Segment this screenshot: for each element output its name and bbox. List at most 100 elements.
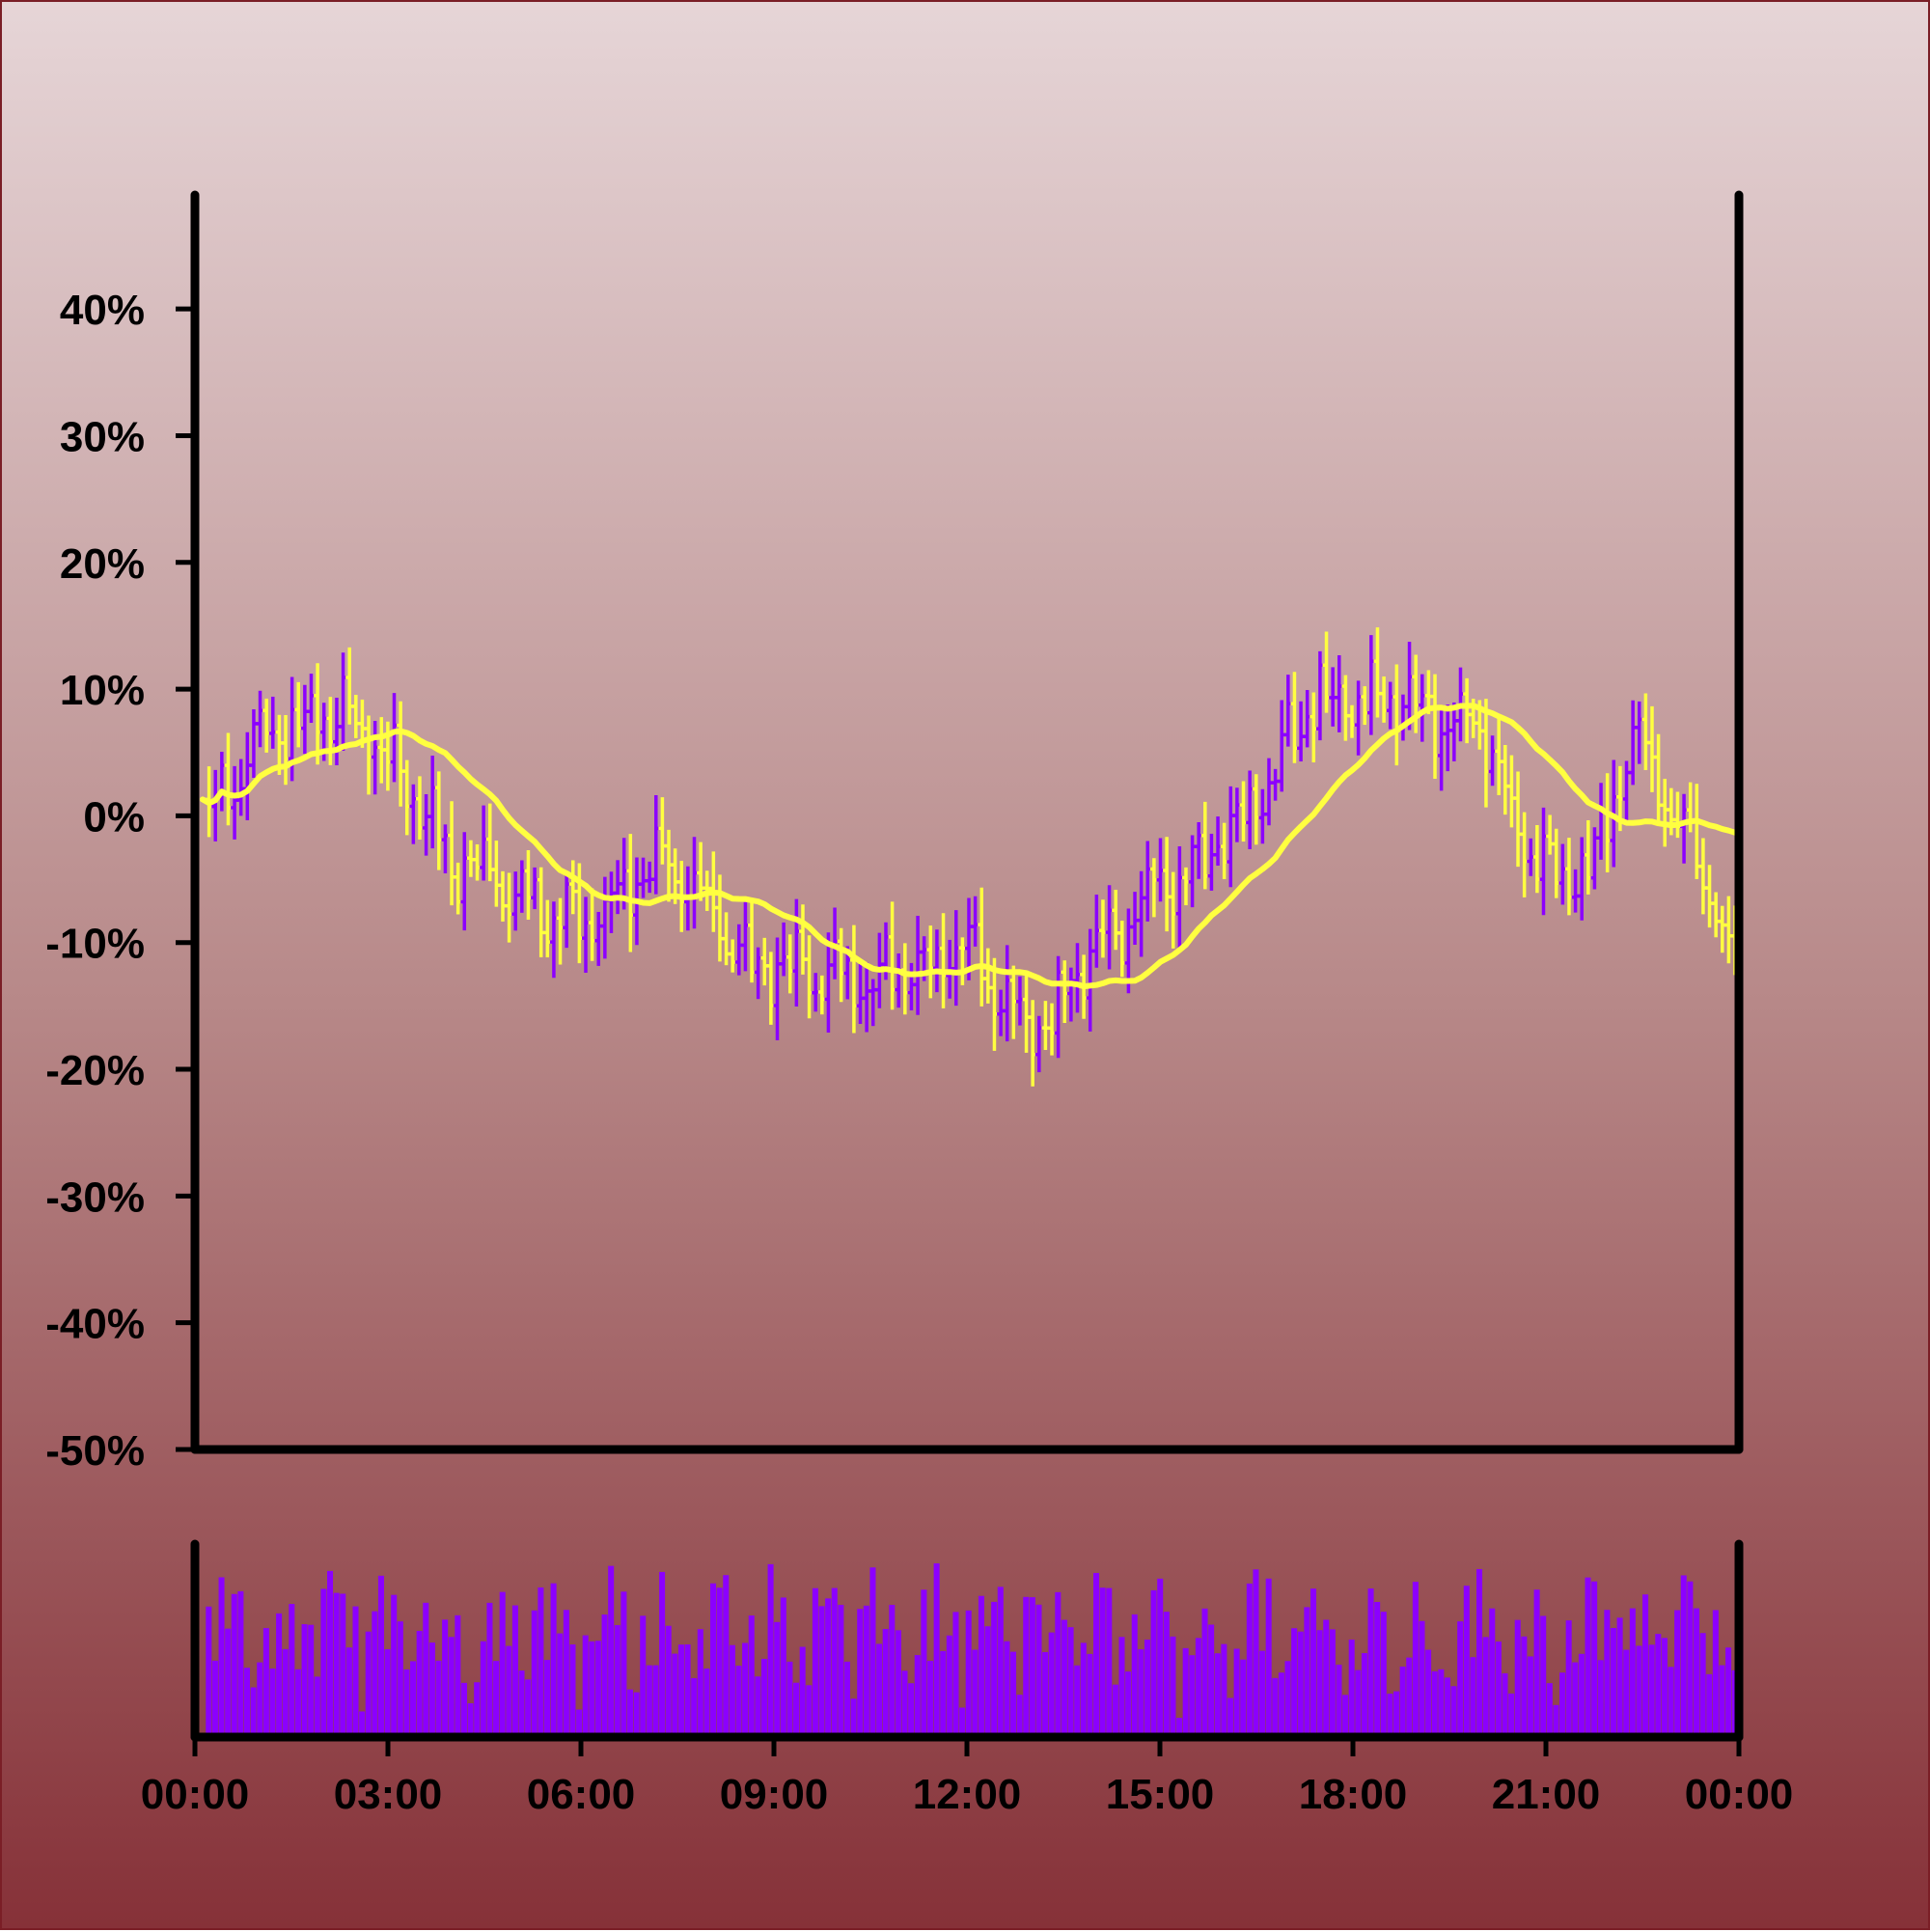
volume-bar	[518, 1670, 525, 1737]
ohlc-bar	[428, 755, 437, 849]
ohlc-bar	[434, 771, 443, 870]
x-tick-label: 15:00	[1106, 1771, 1215, 1818]
volume-bar	[340, 1593, 346, 1737]
volume-bar	[742, 1642, 749, 1737]
ohlc-bar	[932, 929, 941, 993]
volume-bar	[1661, 1638, 1668, 1737]
volume-bar	[423, 1602, 429, 1737]
volume-bar	[1725, 1647, 1732, 1737]
volume-bar	[1208, 1624, 1215, 1737]
ohlc-bar	[1584, 819, 1592, 895]
volume-bar	[1706, 1673, 1713, 1737]
ohlc-bar	[556, 897, 565, 965]
volume-bar	[952, 1612, 959, 1737]
volume-bar	[269, 1668, 276, 1737]
volume-bar	[857, 1609, 864, 1737]
volume-bar	[1546, 1683, 1553, 1737]
volume-bar	[933, 1563, 940, 1737]
ohlc-bar	[798, 904, 807, 975]
ohlc-bar	[951, 910, 960, 1007]
ohlc-bar	[339, 652, 347, 751]
volume-bar	[760, 1658, 767, 1737]
ohlc-bar	[1463, 677, 1472, 744]
ohlc-bar	[415, 776, 424, 841]
ohlc-bar	[734, 924, 743, 976]
volume-bar	[1316, 1630, 1323, 1737]
volume-bar	[665, 1625, 672, 1737]
volume-bar	[352, 1606, 359, 1737]
ohlc-bar	[511, 871, 520, 931]
ohlc-bar	[978, 887, 986, 1007]
ohlc-bar	[1105, 885, 1114, 970]
volume-bar	[1636, 1645, 1642, 1737]
volume-bar	[1214, 1653, 1221, 1737]
volume-bar	[984, 1626, 991, 1737]
ohlc-bar	[1558, 843, 1567, 905]
ohlc-bar	[1444, 704, 1452, 772]
volume-bar	[608, 1565, 615, 1737]
y-tick-label: -30%	[45, 1173, 145, 1221]
volume-bar	[633, 1692, 640, 1737]
volume-bar	[1240, 1659, 1247, 1737]
ohlc-bar	[460, 832, 469, 931]
ohlc-bar	[607, 871, 616, 933]
volume-bar	[1265, 1578, 1272, 1737]
ohlc-bar	[690, 837, 699, 929]
y-tick-label: 20%	[60, 540, 145, 588]
y-axis-ticks: 40% 30% 20% 10% 0% -10% -20% -30% -40% -50%	[45, 287, 195, 1475]
volume-bar	[1559, 1672, 1566, 1737]
volume-bar	[1623, 1649, 1630, 1737]
ohlc-bar	[256, 690, 264, 748]
x-tick-label: 12:00	[913, 1771, 1022, 1818]
ohlc-bar	[422, 793, 430, 856]
volume-bar	[1489, 1608, 1496, 1737]
volume-bar	[448, 1637, 455, 1737]
ohlc-bar	[498, 870, 507, 922]
volume-bar	[843, 1661, 850, 1737]
ohlc-bar	[1431, 674, 1440, 780]
volume-bar	[589, 1641, 595, 1737]
ohlc-bar	[1137, 870, 1145, 957]
ohlc-bar	[448, 801, 456, 906]
volume-bar	[1585, 1577, 1591, 1737]
volume-bar	[1616, 1617, 1623, 1737]
volume-bar	[677, 1644, 684, 1737]
volume-bar	[863, 1605, 869, 1737]
x-tick-label: 21:00	[1492, 1771, 1601, 1818]
volume-bar	[672, 1653, 678, 1737]
ohlc-bar	[1098, 899, 1107, 958]
ohlc-bar	[1667, 787, 1675, 836]
volume-bar	[1687, 1581, 1694, 1737]
ohlc-bar	[895, 952, 903, 1008]
volume-bar	[1112, 1684, 1118, 1737]
ohlc-bar	[262, 698, 271, 753]
ohlc-bar	[537, 867, 545, 957]
volume-bar	[1457, 1621, 1464, 1737]
ohlc-bar	[1380, 676, 1389, 723]
volume-bar	[1195, 1638, 1201, 1737]
ohlc-bar	[1366, 635, 1375, 735]
volume-bar	[1406, 1657, 1413, 1737]
volume-bar	[1176, 1718, 1183, 1737]
volume-bar	[563, 1610, 569, 1737]
ohlc-bar	[1507, 755, 1516, 828]
volume-bar	[940, 1650, 947, 1737]
volume-bars	[206, 1563, 1738, 1737]
x-axis-ticks: 00:00 03:00 06:00 09:00 12:00 15:00 18:00 21:00…	[141, 1737, 1793, 1818]
ohlc-bar	[1361, 686, 1369, 726]
volume-bar	[1170, 1636, 1176, 1737]
volume-bar	[1463, 1586, 1470, 1737]
ohlc-bar	[1214, 816, 1223, 867]
volume-bar	[1182, 1647, 1189, 1737]
volume-bar	[646, 1665, 652, 1737]
volume-bar	[1387, 1694, 1393, 1737]
volume-bar	[391, 1594, 398, 1737]
ohlc-bar	[1546, 814, 1555, 855]
y-tick-label: 10%	[60, 667, 145, 714]
ohlc-bar	[1386, 681, 1394, 730]
ohlc-bar	[1163, 837, 1172, 932]
ohlc-bar	[543, 899, 552, 958]
volume-bar	[1125, 1671, 1132, 1737]
volume-bar	[614, 1625, 620, 1737]
ohlc-bar	[626, 834, 635, 952]
